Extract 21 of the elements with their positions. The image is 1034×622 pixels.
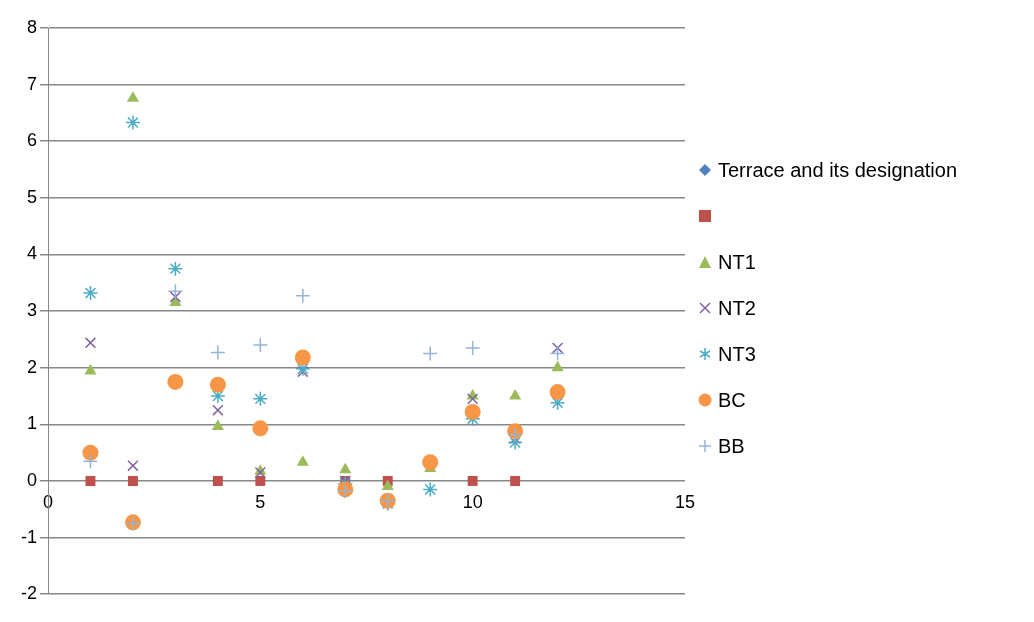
legend-label: NT1: [718, 250, 756, 274]
y-tick-label: 8: [26, 16, 37, 37]
legend-label: BB: [718, 434, 745, 458]
y-tick-label: 1: [26, 413, 37, 434]
legend-label: BC: [718, 388, 746, 412]
legend-label: NT3: [718, 342, 756, 366]
x-tick-label: 10: [462, 491, 483, 512]
y-tick-label: 3: [26, 300, 37, 321]
x-tick-label: 5: [255, 491, 266, 512]
y-tick-label: 4: [26, 243, 37, 264]
y-tick-label: -2: [20, 583, 37, 604]
legend-label: Terrace and its designation: [718, 158, 958, 182]
x-tick-label: 15: [674, 491, 695, 512]
y-tick-label: 0: [26, 469, 37, 490]
y-tick-label: 7: [26, 73, 37, 94]
y-tick-label: 5: [26, 186, 37, 207]
y-tick-label: 6: [26, 130, 37, 151]
legend-label: NT2: [718, 296, 756, 320]
y-tick-label: -1: [20, 526, 37, 547]
x-tick-label: 0: [43, 491, 54, 512]
y-tick-label: 2: [26, 356, 37, 377]
